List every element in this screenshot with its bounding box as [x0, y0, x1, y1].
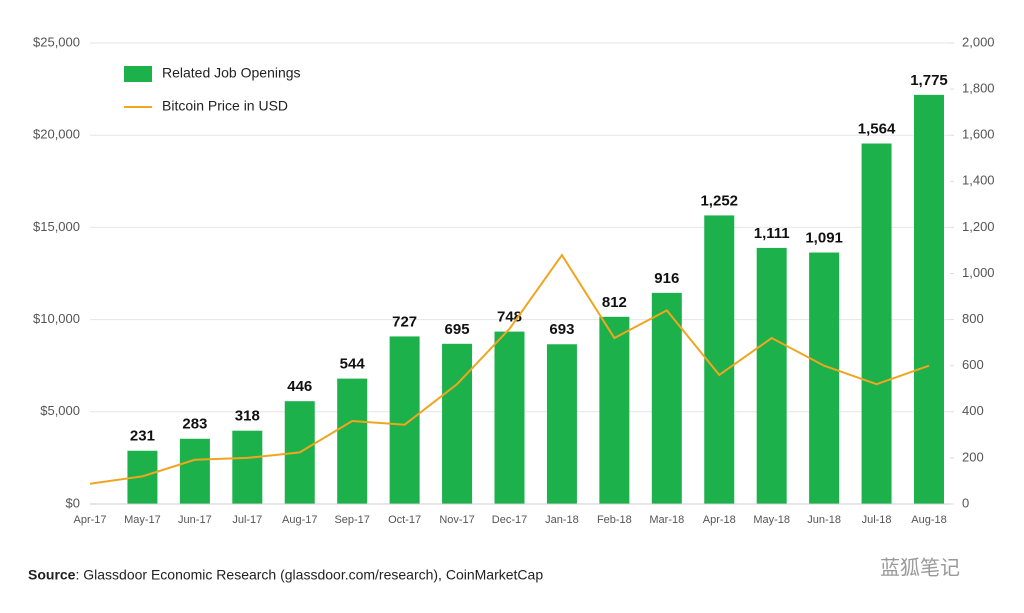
x-tick-label: Jun-18 — [807, 514, 841, 526]
x-tick-label: Jul-17 — [232, 514, 262, 526]
y-tick-label: $15,000 — [33, 219, 80, 234]
bar — [494, 331, 525, 504]
value-label: 283 — [182, 416, 207, 433]
bar — [809, 252, 840, 504]
value-label: 916 — [654, 270, 679, 287]
x-tick-label: Aug-18 — [911, 514, 946, 526]
y2-tick-label: 1,400 — [962, 173, 995, 188]
x-tick-label: Dec-17 — [492, 514, 527, 526]
bar — [546, 344, 577, 504]
legend-label: Bitcoin Price in USD — [162, 98, 288, 114]
y-tick-label: $20,000 — [33, 127, 80, 142]
watermark: 蓝狐笔记 — [880, 556, 960, 579]
bar — [232, 430, 263, 504]
value-label: 1,091 — [805, 229, 843, 246]
y2-tick-label: 1,000 — [962, 265, 995, 280]
x-tick-label: Jun-17 — [178, 514, 212, 526]
bar — [756, 247, 787, 505]
value-label: 1,111 — [754, 225, 790, 242]
bar — [389, 336, 420, 504]
bar — [442, 343, 473, 504]
x-tick-label: Oct-17 — [388, 514, 421, 526]
y2-tick-label: 1,200 — [962, 219, 995, 234]
y-tick-label: $0 — [66, 495, 80, 510]
value-label: 693 — [549, 321, 574, 338]
x-tick-label: Feb-18 — [597, 514, 632, 526]
x-tick-label: Jul-18 — [862, 514, 892, 526]
y2-tick-label: 2,000 — [962, 34, 995, 49]
value-label: 1,775 — [910, 72, 948, 89]
x-tick-label: Aug-17 — [282, 514, 317, 526]
x-tick-label: Mar-18 — [649, 514, 684, 526]
y-tick-label: $5,000 — [40, 403, 80, 418]
bar — [704, 215, 735, 504]
x-tick-label: Nov-17 — [439, 514, 474, 526]
y2-tick-label: 1,800 — [962, 81, 995, 96]
value-label: 446 — [287, 378, 312, 395]
source-text: : Glassdoor Economic Research (glassdoor… — [75, 567, 543, 583]
value-label: 1,252 — [700, 192, 738, 209]
x-tick-label: Sep-17 — [334, 514, 369, 526]
bar — [914, 94, 944, 505]
value-label: 231 — [130, 428, 155, 445]
legend-label: Related Job Openings — [162, 65, 301, 81]
y2-tick-label: 1,600 — [962, 127, 995, 142]
value-label: 318 — [235, 408, 260, 425]
y-tick-label: $25,000 — [33, 34, 80, 49]
source-label: Source — [28, 567, 76, 583]
bar — [861, 143, 892, 505]
value-label: 1,564 — [858, 120, 896, 137]
x-tick-label: Apr-18 — [703, 514, 736, 526]
value-label: 544 — [340, 356, 366, 373]
value-label: 695 — [445, 321, 470, 338]
bar — [599, 316, 630, 504]
y-tick-label: $10,000 — [33, 311, 80, 326]
x-tick-label: Jan-18 — [545, 514, 579, 526]
value-label: 727 — [392, 313, 417, 330]
x-tick-label: May-17 — [124, 514, 161, 526]
y2-tick-label: 0 — [962, 495, 969, 510]
line — [89, 253, 930, 485]
value-label: 812 — [602, 294, 627, 311]
y2-tick-label: 200 — [962, 449, 984, 464]
y2-tick-label: 600 — [962, 357, 984, 372]
bar — [651, 292, 682, 504]
x-tick-label: Apr-17 — [73, 514, 106, 526]
y2-tick-label: 400 — [962, 403, 984, 418]
bar — [179, 438, 210, 504]
bar — [337, 378, 368, 504]
x-tick-label: May-18 — [753, 514, 790, 526]
y2-tick-label: 800 — [962, 311, 984, 326]
legend-swatch — [124, 66, 152, 82]
